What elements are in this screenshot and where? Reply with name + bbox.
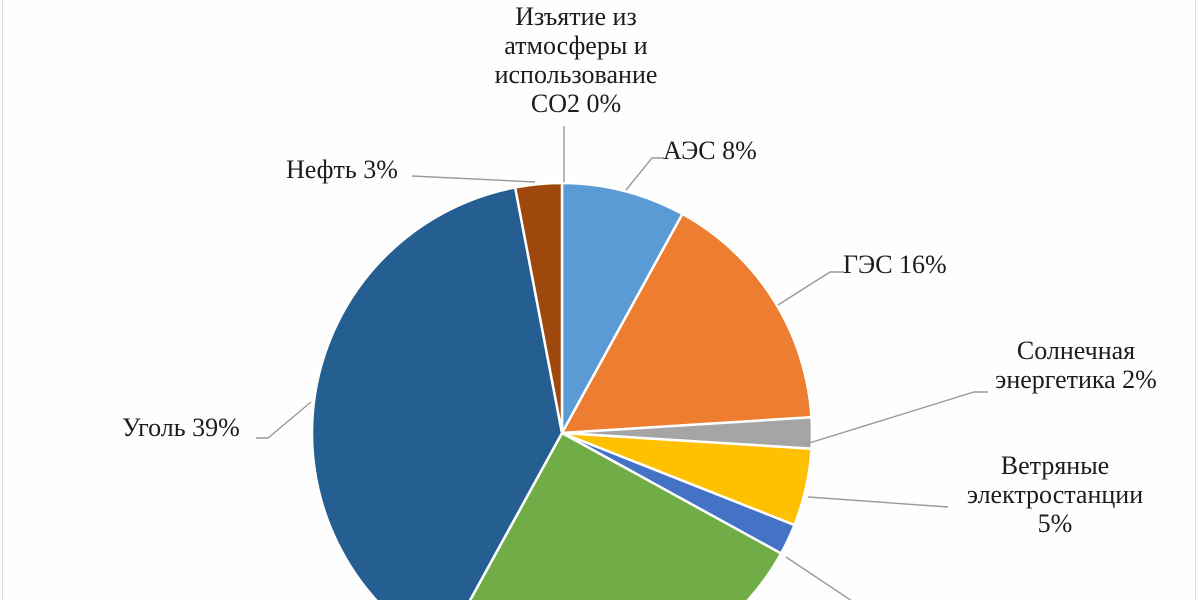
slice-label-wind-line3: 5% xyxy=(1037,509,1073,538)
slice-label-co2-line3: использование xyxy=(494,60,658,89)
leader-line-coal xyxy=(256,401,312,439)
slice-label-aes: АЭС 8% xyxy=(663,136,757,165)
leader-line-oil xyxy=(411,175,536,183)
slice-label-wind: Ветряные электростанции 5% xyxy=(943,451,1167,538)
slice-label-oil: Нефть 3% xyxy=(286,155,398,184)
slice-label-wind-line1: Ветряные xyxy=(1000,451,1110,480)
pie-slice-aes xyxy=(560,181,684,435)
page-right-border xyxy=(1195,0,1196,600)
pie-slice-ges xyxy=(560,212,813,435)
page-left-border xyxy=(2,0,3,600)
leader-lines-group xyxy=(256,126,988,600)
pie-slices-group xyxy=(310,181,814,600)
slice-label-co2-line4: СО2 0% xyxy=(530,89,622,118)
leader-line-ges xyxy=(777,271,844,306)
slice-label-wind-line2: электростанции xyxy=(966,480,1144,509)
slice-label-solar-line1: Солнечная xyxy=(1016,336,1136,365)
slice-label-coal: Уголь 39% xyxy=(122,413,240,442)
leader-line-aes xyxy=(625,157,664,191)
leader-line-solar xyxy=(805,391,988,445)
pie-slice-oil xyxy=(513,181,564,435)
slice-label-co2-line1: Изъятие из xyxy=(515,2,637,31)
slice-label-solar-line2: энергетика 2% xyxy=(995,365,1157,394)
slice-label-solar: Солнечная энергетика 2% xyxy=(964,336,1188,394)
slice-label-co2-line2: атмосферы и xyxy=(504,31,648,60)
slice-label-ges: ГЭС 16% xyxy=(843,250,947,279)
leader-line-wind xyxy=(807,496,949,508)
leader-line-cut-blue xyxy=(785,556,852,600)
pie-slice-cut-green xyxy=(468,431,783,600)
slice-label-co2: Изъятие из атмосферы и использование СО2… xyxy=(464,2,688,118)
